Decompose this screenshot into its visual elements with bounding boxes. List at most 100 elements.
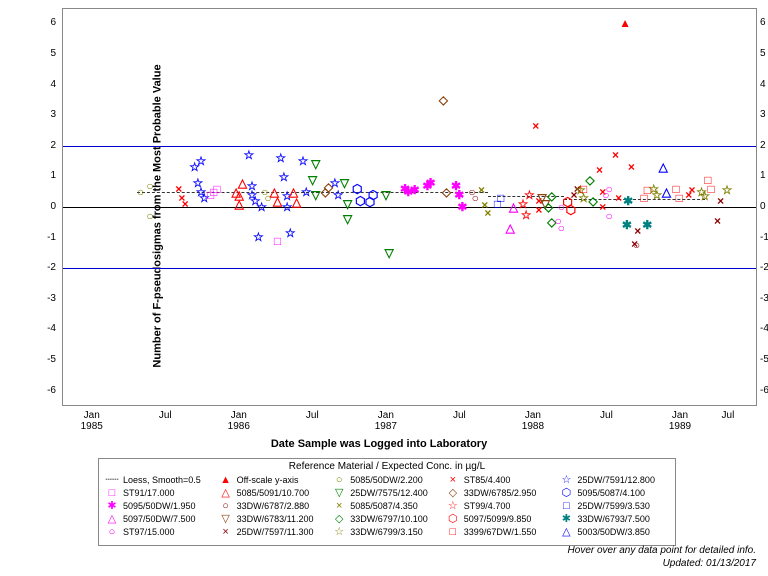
data-point[interactable]: ◇	[547, 190, 556, 202]
data-point[interactable]: ×	[596, 164, 603, 176]
legend-item: ○ST97/15.000	[105, 525, 215, 538]
data-point[interactable]: ▽	[340, 177, 349, 189]
data-point[interactable]: ◇	[439, 94, 448, 106]
data-point[interactable]: ×	[714, 215, 721, 227]
legend-label: 33DW/6783/11.200	[237, 514, 314, 524]
legend-title: Reference Material / Expected Conc. in µ…	[105, 461, 669, 472]
data-point[interactable]: △	[506, 222, 515, 234]
data-point[interactable]: ☆	[253, 231, 264, 243]
data-point[interactable]: ×	[532, 120, 539, 132]
legend-label: Loess, Smooth=0.5	[123, 475, 201, 485]
data-point[interactable]: ×	[484, 207, 491, 219]
data-point[interactable]: ✱	[622, 219, 632, 231]
data-point[interactable]: ⬡	[566, 204, 576, 216]
y-tick: -4	[36, 323, 56, 334]
data-point[interactable]: ☆	[298, 155, 309, 167]
data-point[interactable]: □	[707, 183, 714, 195]
data-point[interactable]: ◇	[442, 186, 451, 198]
data-point[interactable]: ☆	[333, 189, 344, 201]
data-point[interactable]: ☆	[243, 149, 254, 161]
data-point[interactable]: ▽	[311, 189, 320, 201]
data-point[interactable]: ○	[633, 239, 640, 251]
data-point[interactable]: ✱	[457, 201, 467, 213]
legend-symbol: ┄┄	[105, 473, 119, 486]
legend-label: 33DW/6797/10.100	[350, 514, 428, 524]
data-point[interactable]: ☆	[301, 186, 312, 198]
data-point[interactable]: ⬡	[368, 189, 378, 201]
data-point[interactable]: ▽	[343, 198, 352, 210]
legend-label: 5095/50DW/1.950	[123, 501, 196, 511]
legend-label: Off-scale y-axis	[237, 475, 299, 485]
data-point[interactable]: ○	[605, 183, 612, 195]
y-tick: 2	[36, 140, 56, 151]
data-point[interactable]: ×	[478, 184, 485, 196]
data-point[interactable]: ○	[146, 180, 153, 192]
y-tick-right: 0	[760, 201, 768, 212]
y-tick-right: 4	[760, 79, 768, 90]
data-point[interactable]: ◇	[585, 174, 594, 186]
data-point[interactable]: ☆	[652, 189, 663, 201]
data-point[interactable]: ×	[612, 149, 619, 161]
data-point[interactable]: ×	[628, 161, 635, 173]
legend-item: ⬡ 5095/5087/4.100	[559, 486, 669, 499]
data-point[interactable]: ☆	[285, 227, 296, 239]
data-point[interactable]: ○	[558, 222, 565, 234]
legend-symbol: ◇	[446, 486, 460, 499]
data-point[interactable]: □	[274, 235, 281, 247]
data-point[interactable]: ✱	[642, 219, 652, 231]
legend-item: ✱33DW/6793/7.500	[559, 512, 669, 525]
data-point[interactable]: ☆	[521, 209, 532, 221]
legend-symbol: ▲	[219, 474, 233, 486]
data-point[interactable]: ☆	[722, 184, 733, 196]
legend-symbol: ⬡	[559, 486, 573, 499]
data-point[interactable]: □	[497, 192, 504, 204]
footnote-hover: Hover over any data point for detailed i…	[568, 544, 756, 557]
data-point[interactable]: ×	[634, 225, 641, 237]
data-point[interactable]: ☆	[275, 152, 286, 164]
data-point[interactable]: ▲	[619, 17, 631, 29]
data-point[interactable]: ✱	[410, 184, 420, 196]
data-point[interactable]: ✱	[623, 195, 633, 207]
data-point[interactable]: ×	[182, 198, 189, 210]
data-point[interactable]: □	[676, 192, 683, 204]
data-point[interactable]: △	[659, 161, 668, 173]
y-tick-right: -4	[760, 323, 768, 334]
x-tick: Jan1985	[72, 410, 112, 432]
data-point[interactable]: ☆	[196, 155, 207, 167]
data-point[interactable]: △	[662, 186, 671, 198]
data-point[interactable]: ×	[615, 192, 622, 204]
x-tick: Jan1989	[660, 410, 700, 432]
legend-symbol: ×	[332, 500, 346, 512]
data-point[interactable]: ▽	[381, 189, 390, 201]
data-point[interactable]: ☆	[330, 177, 341, 189]
data-point[interactable]: ☆	[282, 201, 293, 213]
data-point[interactable]: △	[235, 198, 244, 210]
y-tick: 5	[36, 48, 56, 59]
legend-label: 25DW/7575/12.400	[350, 488, 428, 498]
data-point[interactable]: ✱	[426, 177, 436, 189]
data-point[interactable]: ▽	[311, 158, 320, 170]
legend-label: 5085/50DW/2.200	[350, 475, 423, 485]
legend-symbol: △	[219, 486, 233, 499]
data-point[interactable]: ▽	[385, 247, 394, 259]
data-point[interactable]: ⬡	[352, 183, 362, 195]
data-point[interactable]: ✱	[454, 189, 464, 201]
data-point[interactable]: ×	[688, 184, 695, 196]
data-point[interactable]: ○	[137, 186, 144, 198]
legend-label: 33DW/6787/2.880	[237, 501, 310, 511]
data-point[interactable]: □	[213, 183, 220, 195]
data-point[interactable]: ▽	[308, 174, 317, 186]
data-point[interactable]: ◇	[589, 195, 598, 207]
legend-label: 3399/67DW/1.550	[464, 527, 537, 537]
plot-surface[interactable]: ○○○×××☆☆☆☆☆□□□△△△△☆☆☆☆☆☆○○△△□☆☆☆☆☆△△☆☆▽▽…	[63, 9, 756, 405]
legend-symbol: ✱	[105, 499, 119, 512]
legend-symbol: ×	[219, 526, 233, 538]
data-point[interactable]: ☆	[279, 171, 290, 183]
data-point[interactable]: ○	[605, 210, 612, 222]
data-point[interactable]: ☆	[524, 189, 535, 201]
data-point[interactable]: ○	[146, 210, 153, 222]
data-point[interactable]: ▽	[343, 213, 352, 225]
legend-label: 5095/5087/4.100	[577, 488, 645, 498]
legend-item: □25DW/7599/3.530	[559, 499, 669, 512]
data-point[interactable]: ☆	[247, 180, 258, 192]
